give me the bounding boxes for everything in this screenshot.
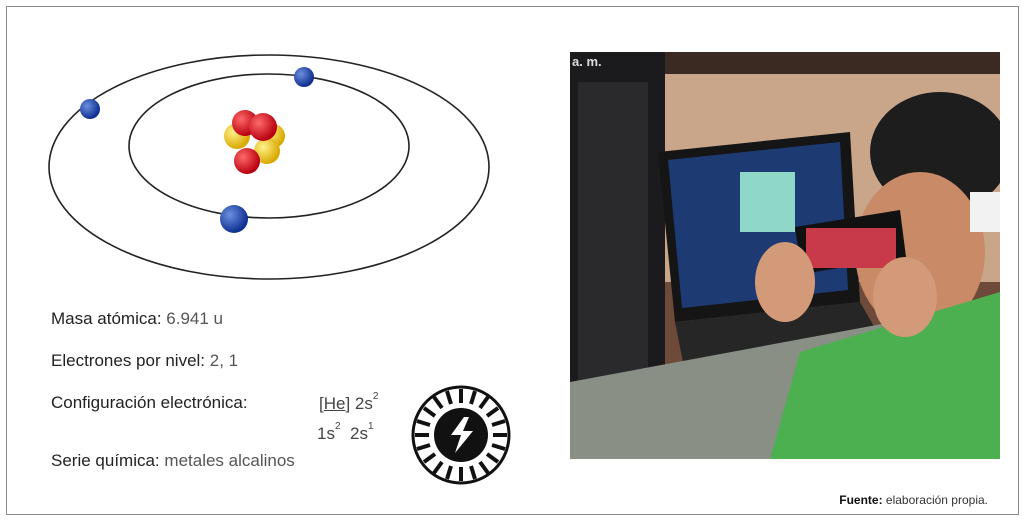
ar-demo-photo: a. m. bbox=[570, 52, 1000, 459]
atomic-mass-field: Masa atómica: 6.941 u bbox=[51, 309, 223, 329]
ar-marker-icon bbox=[411, 385, 511, 485]
field-label: Serie química: bbox=[51, 451, 160, 470]
electrons-per-level-field: Electrones por nivel: 2, 1 bbox=[51, 351, 238, 371]
nucleus bbox=[224, 110, 285, 174]
field-label: Masa atómica: bbox=[51, 309, 162, 328]
source-label: Fuente: bbox=[839, 493, 883, 507]
lithium-atom-diagram bbox=[48, 54, 490, 280]
figure-source: Fuente: elaboración propia. bbox=[839, 493, 988, 507]
field-value: metales alcalinos bbox=[164, 451, 295, 470]
photo-overlay-text: a. m. bbox=[572, 54, 602, 69]
figure-frame: Masa atómica: 6.941 u Electrones por niv… bbox=[6, 6, 1019, 515]
source-text: elaboración propia. bbox=[885, 493, 988, 507]
field-label: Electrones por nivel: bbox=[51, 351, 206, 370]
chemical-series-field: Serie química: metales alcalinos bbox=[51, 451, 295, 471]
electron-icon bbox=[220, 205, 248, 233]
noble-gas-core: He bbox=[323, 394, 346, 413]
field-value: 6.941 u bbox=[166, 309, 224, 328]
outer-orbit bbox=[48, 54, 490, 280]
electron-icon bbox=[294, 67, 314, 87]
inner-orbit bbox=[128, 73, 410, 219]
electron-icon bbox=[80, 99, 100, 119]
field-value: 2, 1 bbox=[209, 351, 239, 370]
field-label: Configuración electrónica: bbox=[51, 393, 248, 412]
electron-configuration-field: Configuración electrónica: bbox=[51, 393, 248, 413]
